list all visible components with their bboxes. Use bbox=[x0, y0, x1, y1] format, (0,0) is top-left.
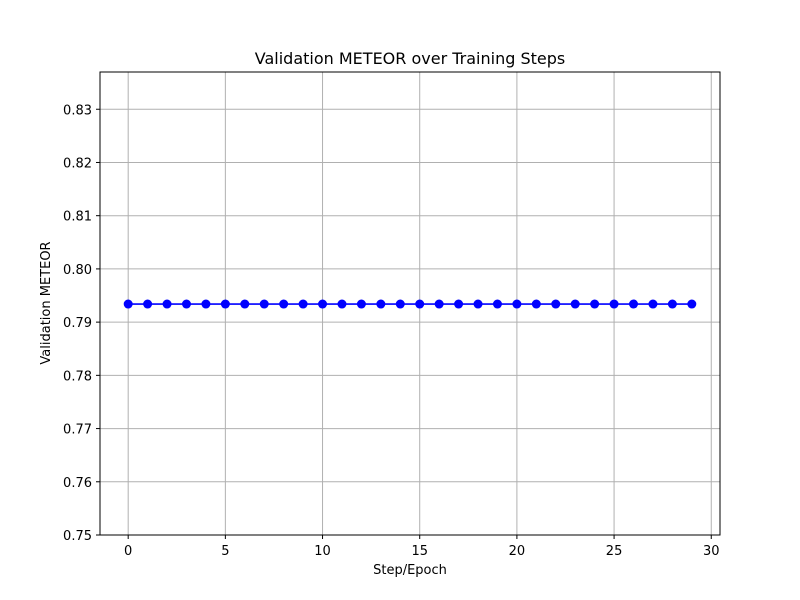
data-point bbox=[356, 299, 366, 309]
data-point bbox=[648, 299, 658, 309]
data-point bbox=[318, 299, 328, 309]
data-point bbox=[492, 299, 502, 309]
y-tick-label: 0.77 bbox=[63, 423, 92, 438]
x-tick-label: 5 bbox=[221, 544, 229, 559]
data-point bbox=[667, 299, 677, 309]
data-point bbox=[337, 299, 347, 309]
data-point bbox=[201, 299, 211, 309]
x-axis-label: Step/Epoch bbox=[373, 563, 447, 578]
data-point bbox=[220, 299, 230, 309]
data-point bbox=[259, 299, 269, 309]
data-point bbox=[629, 299, 639, 309]
x-tick-label: 30 bbox=[703, 544, 720, 559]
x-tick-label: 15 bbox=[411, 544, 428, 559]
data-point bbox=[415, 299, 425, 309]
data-point bbox=[240, 299, 250, 309]
data-point bbox=[687, 299, 697, 309]
data-point bbox=[298, 299, 308, 309]
y-tick-label: 0.75 bbox=[63, 529, 92, 544]
data-point bbox=[181, 299, 191, 309]
chart-title: Validation METEOR over Training Steps bbox=[255, 49, 565, 68]
y-tick-label: 0.80 bbox=[63, 263, 92, 278]
plot-area-frame bbox=[99, 71, 721, 536]
y-tick-label: 0.79 bbox=[63, 316, 92, 331]
data-point bbox=[143, 299, 153, 309]
data-point bbox=[473, 299, 483, 309]
y-tick-label: 0.78 bbox=[63, 369, 92, 384]
x-tick-label: 0 bbox=[124, 544, 132, 559]
data-point bbox=[454, 299, 464, 309]
data-point bbox=[609, 299, 619, 309]
data-point bbox=[376, 299, 386, 309]
data-point bbox=[123, 299, 133, 309]
x-tick-label: 10 bbox=[314, 544, 331, 559]
y-tick-label: 0.83 bbox=[63, 103, 92, 118]
y-tick-label: 0.76 bbox=[63, 476, 92, 491]
data-point bbox=[395, 299, 405, 309]
data-point bbox=[590, 299, 600, 309]
data-point bbox=[279, 299, 289, 309]
x-tick-label: 25 bbox=[606, 544, 623, 559]
x-tick-label: 20 bbox=[509, 544, 526, 559]
ticks-layer: 0 5 10 15 20 25 30 0.75 0.76 0.77 0.78 0.79 0.80 0.81… bbox=[63, 103, 719, 559]
data-point bbox=[551, 299, 561, 309]
data-point bbox=[512, 299, 522, 309]
y-tick-label: 0.82 bbox=[63, 156, 92, 171]
data-point bbox=[570, 299, 580, 309]
data-point bbox=[434, 299, 444, 309]
data-point bbox=[531, 299, 541, 309]
y-axis-label: Validation METEOR bbox=[39, 241, 54, 364]
data-point bbox=[162, 299, 172, 309]
y-tick-label: 0.81 bbox=[63, 210, 92, 225]
series-layer bbox=[123, 299, 697, 309]
